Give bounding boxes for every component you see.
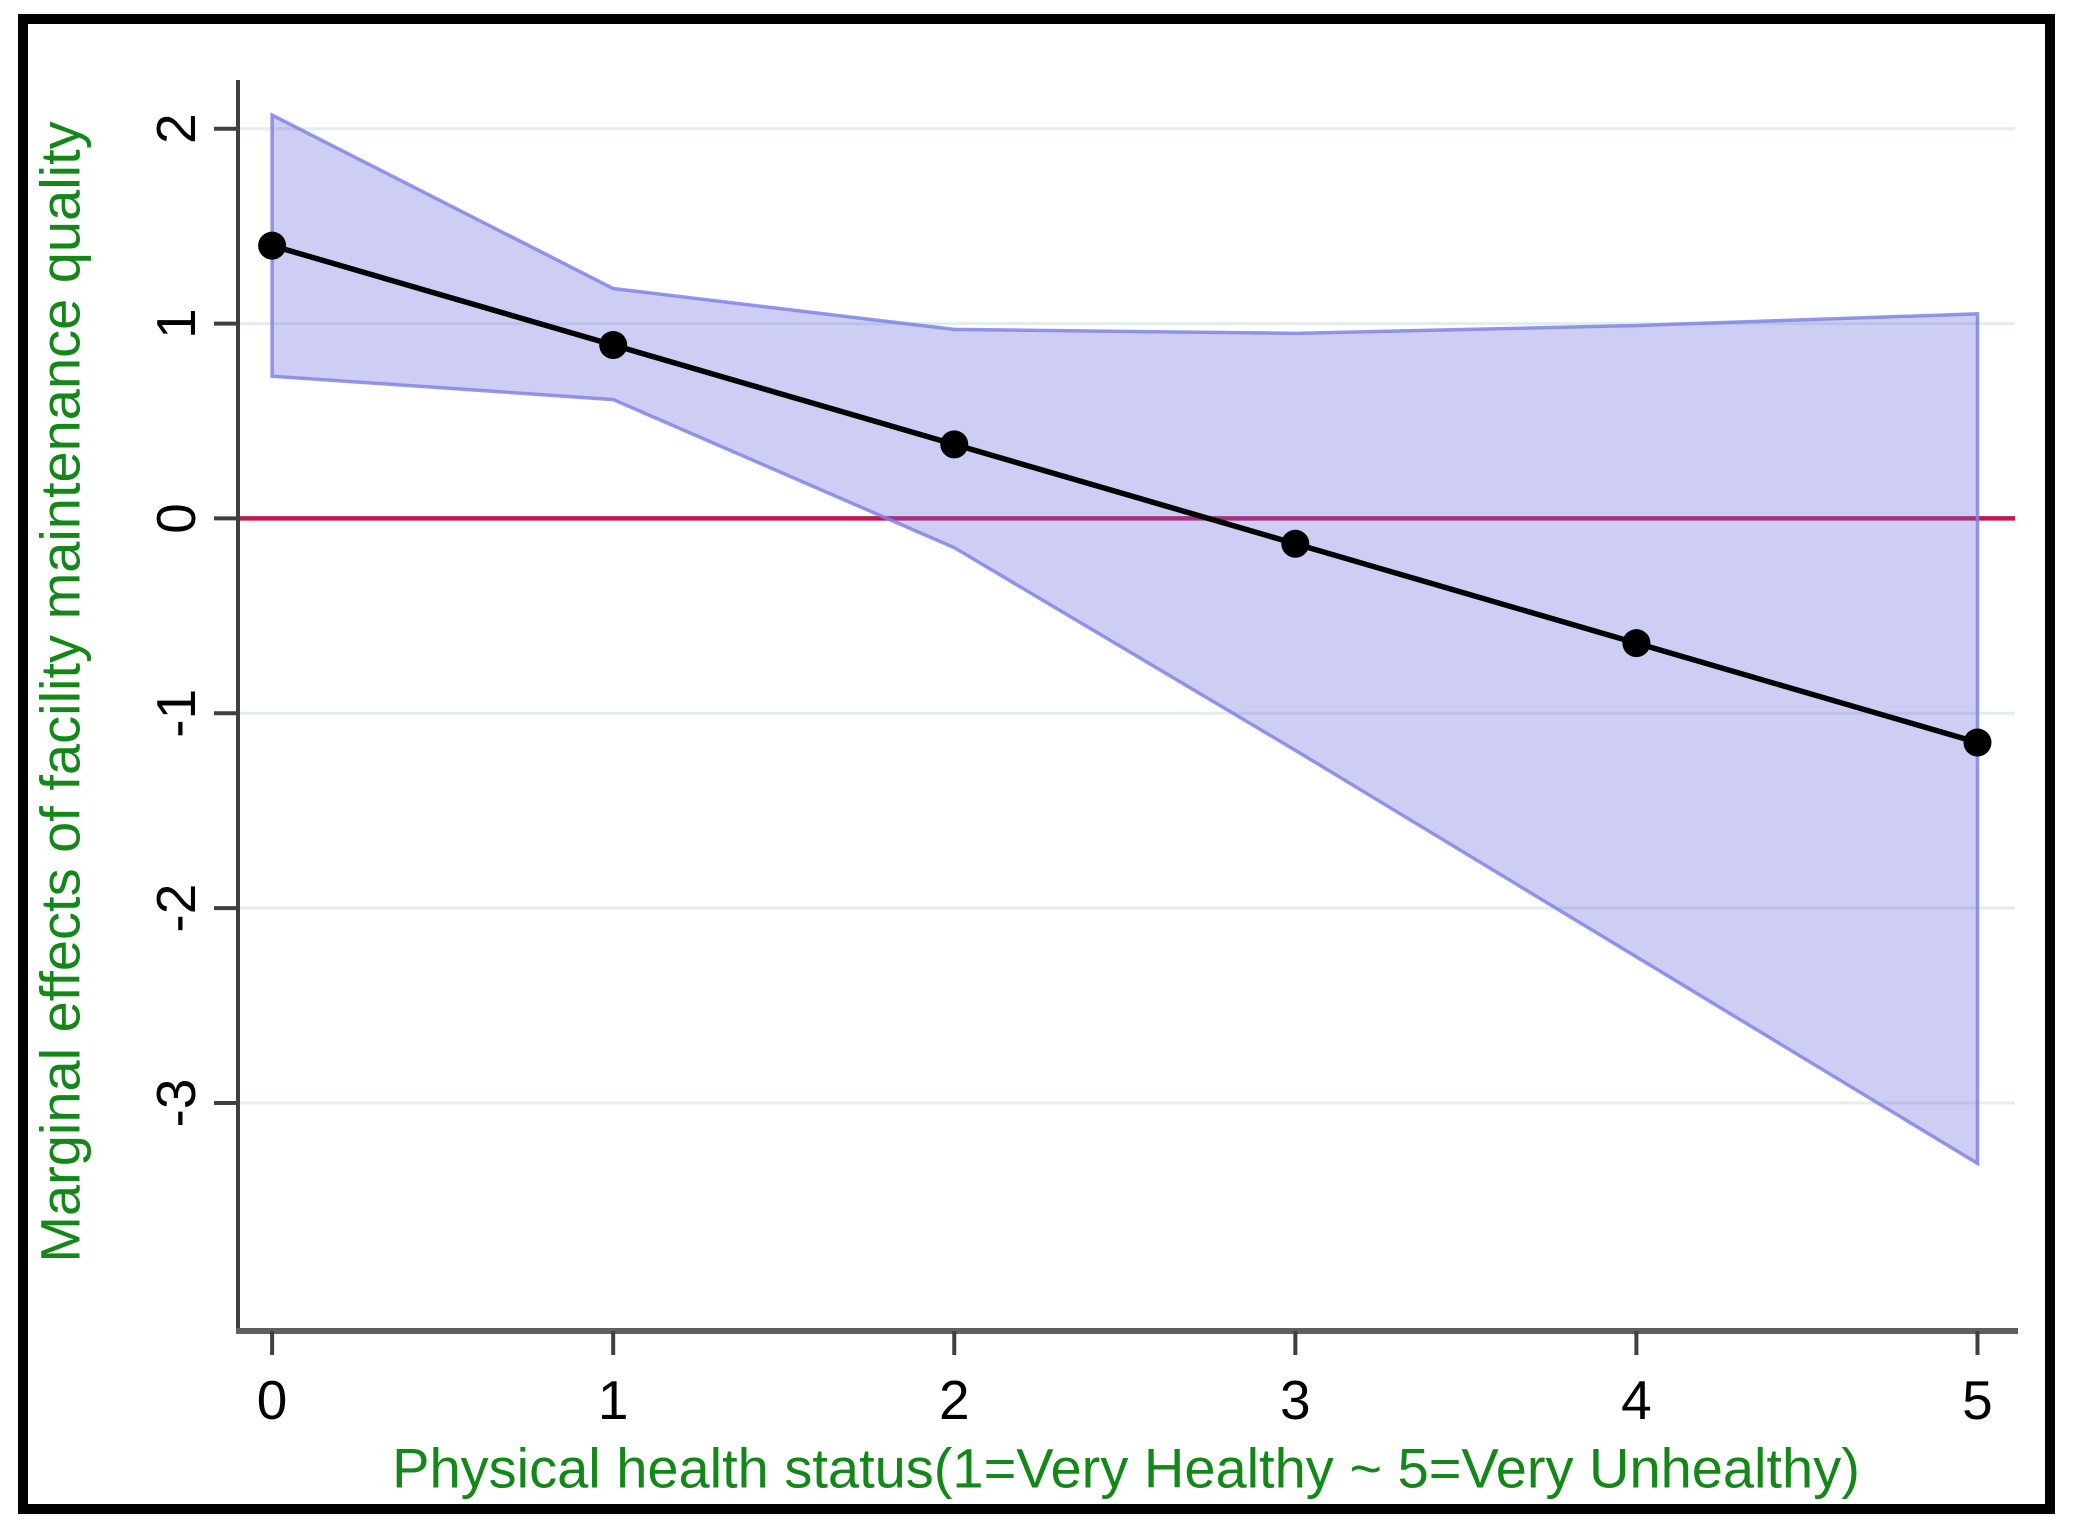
y-tick-label: 2 [145, 113, 207, 144]
x-tick-label: 0 [257, 1369, 288, 1431]
y-tick-label: -3 [145, 1079, 207, 1128]
x-tick-label: 5 [1962, 1369, 1993, 1431]
data-point-marker [258, 231, 287, 260]
x-tick-label: 3 [1280, 1369, 1311, 1431]
x-axis-title: Physical health status(1=Very Healthy ~ … [392, 1436, 1860, 1500]
figure-border [18, 14, 2055, 1514]
data-point-marker [599, 331, 628, 360]
data-point-marker [1622, 629, 1651, 658]
y-tick-label: 1 [145, 308, 207, 339]
x-tick-label: 2 [939, 1369, 970, 1431]
data-point-marker [1963, 728, 1992, 757]
marginal-effects-line [271, 242, 1979, 746]
y-tick-label: -1 [145, 689, 207, 738]
confidence-band [270, 112, 1980, 1167]
y-axis-title: Marginal effects of facility maintenance… [28, 121, 92, 1263]
x-tick-label: 4 [1621, 1369, 1652, 1431]
y-tick-label: -2 [145, 884, 207, 933]
y-tick-label: 0 [145, 503, 207, 534]
x-tick-label: 1 [598, 1369, 629, 1431]
data-point-marker [1281, 529, 1310, 558]
data-point-marker [940, 430, 969, 459]
